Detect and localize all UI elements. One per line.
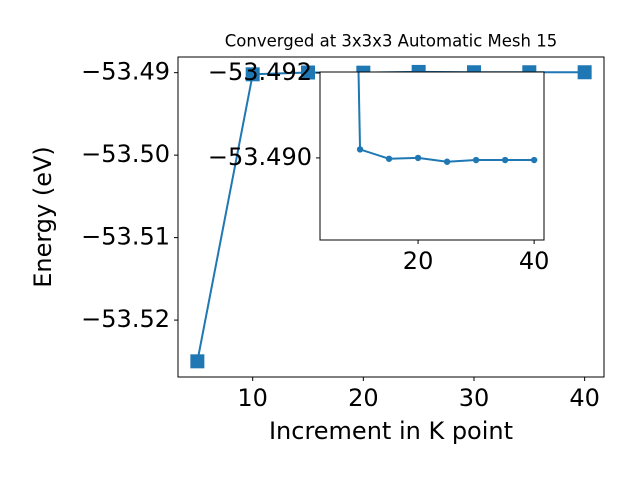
marker	[530, 156, 538, 164]
axes-frame	[177, 56, 605, 378]
x-tick-label: 10	[237, 384, 268, 412]
plot-area	[320, 72, 544, 240]
x-tick-label: 20	[403, 247, 434, 275]
y-tick-label: −53.49	[81, 58, 170, 86]
y-tick-label: −53.492	[208, 58, 312, 86]
chart-title: Converged at 3x3x3 Automatic Mesh 15	[225, 32, 557, 51]
marker	[356, 146, 364, 153]
marker	[414, 154, 422, 162]
axes-frame	[319, 71, 545, 241]
y-tick-label: −53.51	[81, 223, 170, 251]
marker	[190, 354, 205, 369]
y-tick-label: −53.490	[208, 143, 312, 171]
x-tick-label: 30	[459, 384, 490, 412]
marker	[385, 155, 393, 162]
marker	[577, 65, 592, 80]
y-tick-label: −53.52	[81, 305, 170, 333]
plot-clip	[356, 72, 538, 165]
y-axis-label: Energy (eV)	[29, 146, 57, 288]
marker	[245, 67, 260, 82]
x-tick-label: 20	[348, 384, 379, 412]
x-tick-label: 40	[569, 384, 600, 412]
marker	[472, 156, 480, 164]
y-tick-label: −53.50	[81, 140, 170, 168]
x-tick-label: 40	[519, 247, 550, 275]
series-line	[357, 72, 535, 163]
marker	[501, 156, 509, 164]
marker	[443, 158, 451, 165]
x-axis-label: Increment in K point	[269, 417, 513, 445]
marker	[301, 65, 316, 80]
